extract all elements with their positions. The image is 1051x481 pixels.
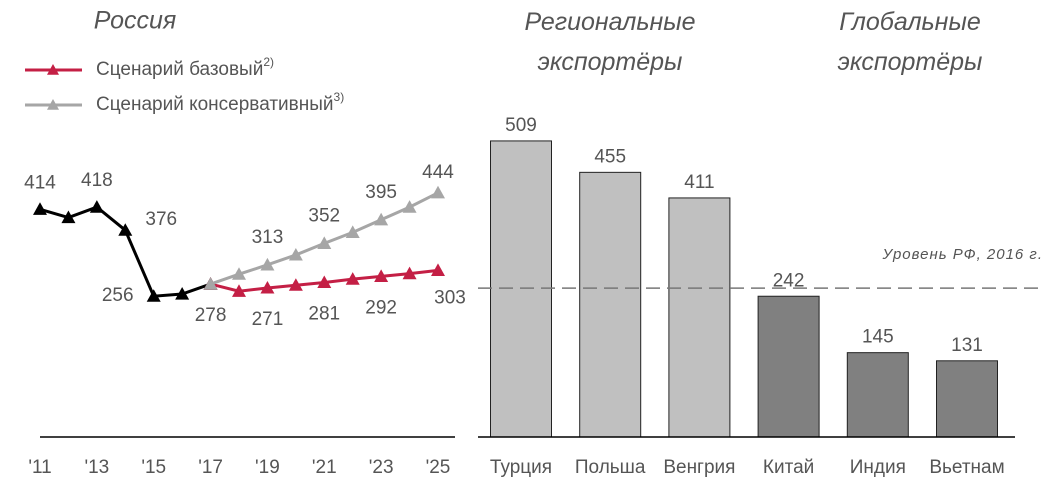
point	[431, 185, 445, 199]
data-label: 292	[365, 297, 397, 318]
point	[317, 275, 332, 289]
point	[374, 212, 389, 226]
point	[232, 284, 246, 297]
point	[260, 257, 275, 271]
x-tick-label: '21	[312, 457, 337, 478]
point	[288, 278, 303, 291]
data-label: 131	[951, 335, 983, 356]
point	[146, 289, 161, 302]
data-label: 444	[422, 162, 454, 183]
point	[61, 210, 76, 224]
data-label: 455	[594, 146, 626, 167]
data-label: 411	[684, 172, 714, 193]
legend-marker	[47, 64, 59, 75]
data-label: 242	[773, 270, 805, 291]
legend-label: Сценарий консервативный3)	[96, 90, 344, 115]
data-label: 281	[308, 303, 340, 324]
x-tick-label: Венгрия	[663, 457, 735, 478]
data-label: 145	[862, 327, 894, 348]
bar	[490, 140, 552, 438]
bar	[846, 352, 909, 438]
x-tick-label: Индия	[850, 457, 906, 478]
data-label: 271	[252, 309, 284, 330]
point	[317, 236, 332, 249]
legend-note: 2)	[263, 55, 274, 69]
data-label: 278	[195, 305, 227, 326]
data-label: 256	[102, 285, 134, 306]
point	[89, 200, 104, 213]
point	[118, 223, 133, 236]
point	[288, 247, 303, 261]
bar	[668, 197, 731, 438]
point	[345, 225, 360, 238]
bar	[757, 295, 820, 438]
bar	[936, 360, 998, 438]
x-tick-label: Китай	[763, 457, 814, 478]
x-tick-label: Турция	[490, 457, 552, 478]
x-tick-label: '25	[426, 457, 451, 478]
point	[33, 202, 47, 215]
x-tick-label: '15	[141, 457, 166, 478]
group-title: Региональные экспортёры	[524, 8, 696, 76]
x-tick-label: '19	[255, 457, 280, 478]
bar	[579, 171, 642, 438]
point	[402, 200, 417, 213]
point	[175, 287, 190, 300]
point	[232, 267, 246, 280]
x-tick-label: '23	[369, 457, 394, 478]
point	[402, 266, 417, 280]
data-label: 376	[145, 209, 177, 230]
point	[431, 263, 445, 276]
data-label: 509	[505, 115, 537, 136]
x-tick-label: Вьетнам	[929, 457, 1004, 478]
point	[260, 280, 275, 294]
legend-note: 3)	[334, 90, 345, 104]
data-label: 352	[308, 205, 340, 226]
reference-label: Уровень РФ, 2016 г.	[882, 246, 1043, 263]
data-label: 395	[365, 182, 397, 203]
x-tick-label: '13	[84, 457, 109, 478]
group-title: Глобальные экспортёры	[837, 8, 983, 76]
chart-title: Россия	[94, 7, 177, 35]
x-tick-label: '11	[28, 457, 51, 478]
point	[203, 277, 218, 290]
legend-label: Сценарий базовый2)	[96, 55, 274, 80]
x-tick-label: Польша	[575, 457, 646, 478]
legend-marker	[47, 99, 59, 110]
x-tick-label: '17	[198, 457, 223, 478]
point	[374, 269, 389, 282]
data-label: 414	[24, 172, 56, 193]
data-label: 418	[81, 170, 113, 191]
point	[345, 272, 360, 285]
data-label: 303	[434, 287, 466, 308]
data-label: 313	[252, 227, 284, 248]
